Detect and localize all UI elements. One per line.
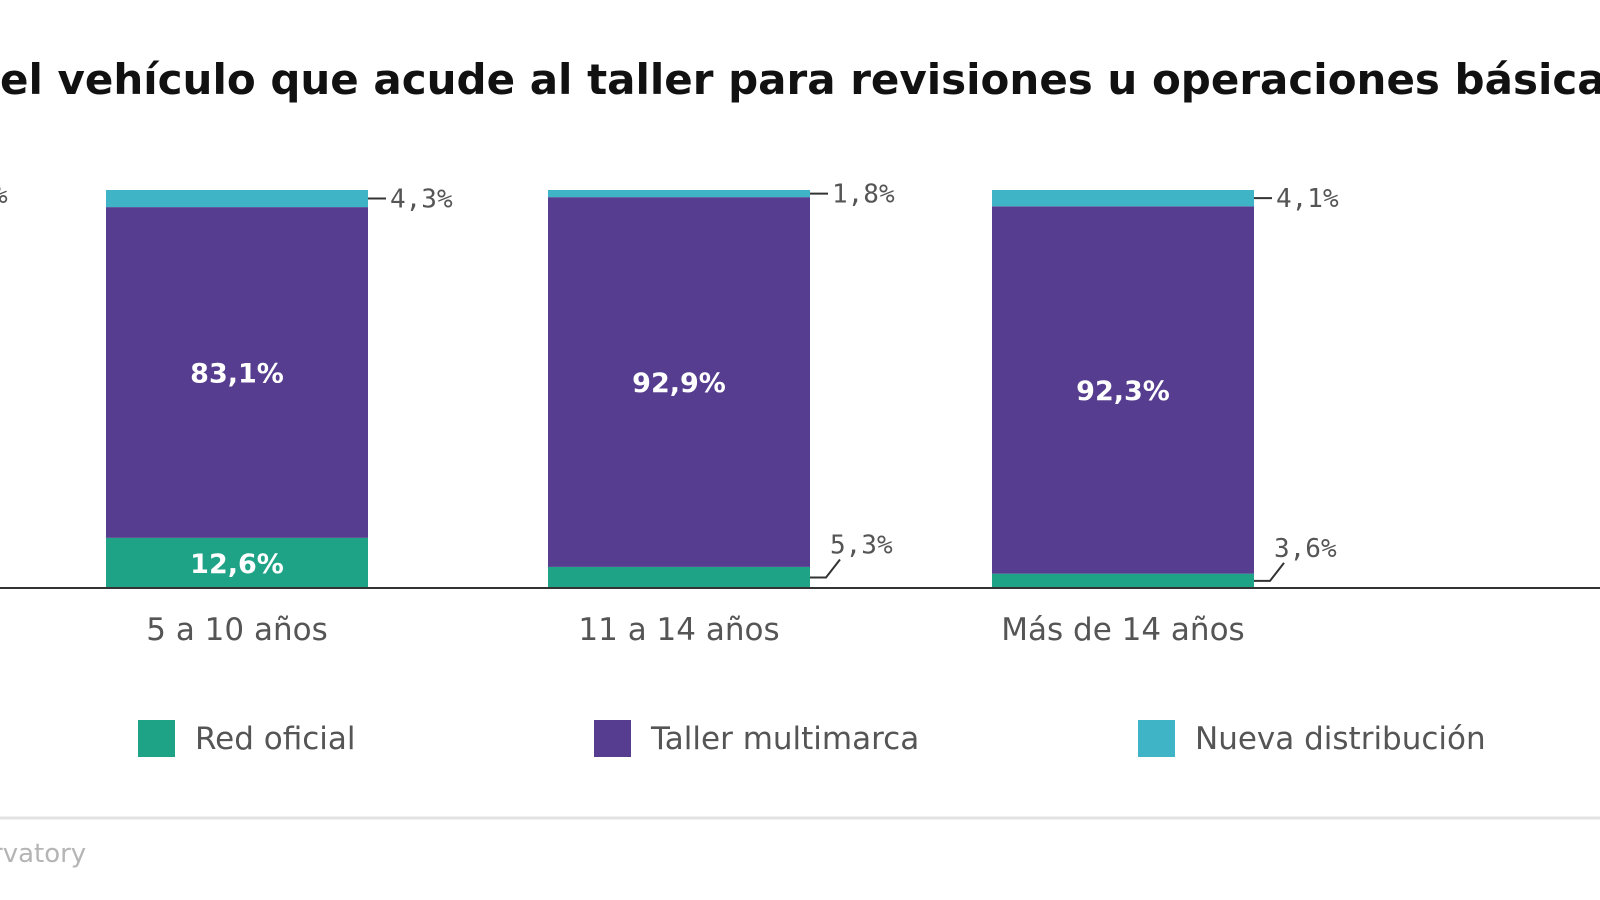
left-edge-label: % [0,180,8,210]
bar-segment-1-cat-2 [548,566,810,588]
legend-label: Taller multimarca [650,721,919,757]
bar-segment-2-cat-3 [992,206,1254,574]
category-labels: 5 a 10 años 11 a 14 años Más de 14 años [146,612,1244,648]
data-label: 92,9% [632,368,726,399]
labels-layer: 12,6% 83,1% 4,3% 5,3% 92,9% 1,8% 3,6% 92,3% 4,1% [190,180,1339,582]
bar-segment-2-cat-2 [548,197,810,567]
data-label: 3,6% [1274,534,1337,564]
bar-segment-3-cat-3 [992,190,1254,207]
data-label: 4,1% [1276,184,1339,214]
legend-label: Nueva distribución [1195,721,1486,757]
legend-swatch [594,720,631,757]
bar-segment-1-cat-3 [992,573,1254,588]
chart-title: el vehículo que acude al taller para rev… [0,55,1600,104]
legend-swatch [138,720,175,757]
legend: Red oficial Taller multimarca Nueva distri… [138,720,1486,757]
legend-item: Red oficial [138,720,356,757]
x-tick-label: 5 a 10 años [146,612,328,648]
x-tick-label: 11 a 14 años [578,612,779,648]
data-label: 5,3% [830,530,893,560]
legend-swatch [1138,720,1175,757]
bar-segment-3-cat-1 [106,190,368,208]
data-label: 12,6% [190,549,284,580]
legend-item: Nueva distribución [1138,720,1486,757]
data-label: 83,1% [190,358,284,389]
bar-segment-3-cat-2 [548,190,810,198]
leader-line [810,558,841,579]
leader-line [1254,562,1285,582]
source-text: rvatory [0,839,86,869]
data-label: 4,3% [390,185,453,215]
data-label: 1,8% [832,180,895,210]
x-tick-label: Más de 14 años [1001,612,1244,648]
legend-label: Red oficial [195,721,356,757]
data-label: 92,3% [1076,376,1170,407]
legend-item: Taller multimarca [594,720,919,757]
bar-segment-2-cat-1 [106,207,368,538]
bars-layer [106,190,1254,588]
bar-segment-1-cat-1 [106,537,368,588]
